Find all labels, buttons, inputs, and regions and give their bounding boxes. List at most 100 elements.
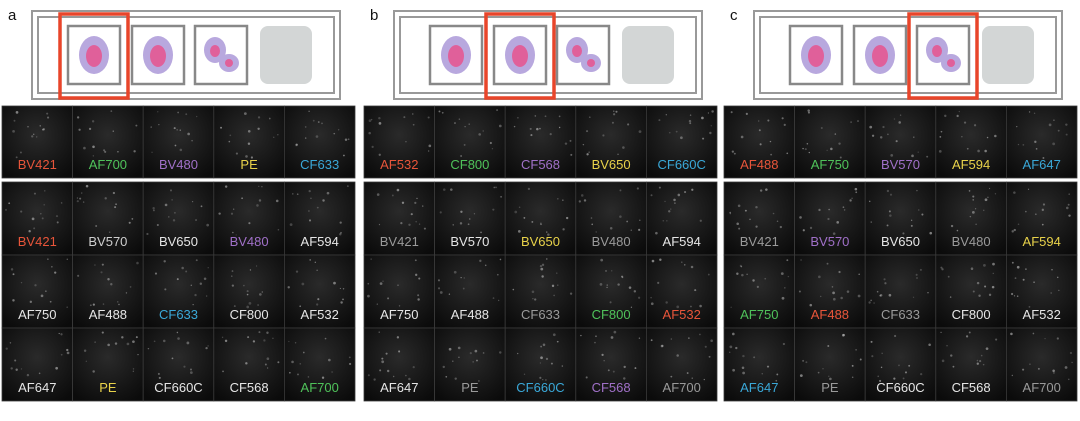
speckle [496, 273, 499, 276]
image-tile [213, 105, 285, 179]
image-tile [1, 105, 73, 179]
speckle [539, 362, 542, 364]
speckle [1069, 351, 1073, 355]
speckle [826, 149, 828, 152]
channel-label: AF750 [380, 307, 418, 322]
speckle [368, 119, 372, 123]
speckle [233, 305, 236, 308]
speckle [871, 134, 875, 137]
speckle [699, 333, 701, 336]
speckle [191, 201, 194, 203]
speckle [181, 266, 184, 270]
speckle [348, 356, 351, 359]
channel-label: PE [99, 380, 117, 395]
speckle [540, 267, 544, 271]
speckle [513, 125, 516, 128]
speckle [235, 234, 237, 236]
speckle [492, 297, 495, 299]
speckle [529, 127, 532, 130]
speckle [868, 301, 871, 304]
speckle [691, 377, 693, 379]
speckle [829, 377, 832, 381]
speckle [316, 303, 319, 306]
speckle [904, 371, 908, 374]
speckle [764, 277, 767, 280]
speckle [114, 342, 118, 345]
speckle [228, 140, 231, 143]
speckle [898, 121, 901, 124]
speckle [478, 133, 481, 136]
speckle [308, 219, 312, 222]
speckle [731, 150, 734, 153]
speckle [753, 356, 756, 359]
speckle [836, 221, 840, 224]
speckle [301, 282, 305, 286]
speckle [20, 210, 23, 213]
speckle [968, 331, 971, 334]
speckle [917, 151, 919, 153]
tissue-inner [512, 45, 528, 67]
speckle [828, 375, 830, 378]
speckle [686, 372, 689, 374]
tissue-inner [872, 45, 888, 67]
speckle [569, 292, 573, 295]
speckle [5, 208, 7, 211]
speckle [15, 368, 18, 371]
speckle [786, 152, 789, 155]
speckle [437, 287, 441, 290]
speckle [333, 281, 336, 285]
speckle [599, 283, 603, 286]
speckle [879, 293, 883, 297]
speckle [1050, 292, 1053, 294]
speckle [840, 296, 843, 300]
speckle [347, 185, 349, 187]
speckle [681, 261, 683, 263]
speckle [804, 148, 807, 151]
tissue-inner [225, 59, 233, 67]
speckle [988, 293, 992, 297]
speckle [972, 290, 975, 293]
speckle [460, 155, 462, 157]
channel-label: BV650 [881, 234, 920, 249]
speckle [136, 261, 139, 265]
speckle [541, 275, 544, 278]
speckle [805, 361, 808, 364]
speckle [851, 364, 854, 367]
speckle [147, 347, 150, 350]
speckle [843, 209, 846, 211]
speckle [787, 275, 790, 278]
speckle [55, 215, 59, 218]
speckle [307, 376, 310, 378]
speckle [704, 345, 707, 348]
speckle [257, 116, 261, 119]
speckle [956, 114, 959, 118]
image-tile [1006, 327, 1078, 402]
speckle [45, 290, 47, 292]
speckle [246, 290, 249, 293]
speckle [158, 376, 161, 379]
speckle [670, 208, 672, 210]
speckle [231, 270, 234, 272]
speckle [474, 349, 478, 353]
speckle [308, 110, 310, 112]
speckle [921, 213, 924, 216]
speckle [902, 377, 905, 380]
speckle [562, 199, 564, 201]
image-tile [363, 105, 435, 179]
speckle [1010, 292, 1014, 296]
speckle [400, 222, 403, 225]
speckle [243, 112, 247, 115]
speckle [78, 128, 81, 131]
speckle [442, 365, 445, 369]
speckle [344, 138, 348, 141]
channel-label: CF660C [154, 380, 202, 395]
channel-label: BV421 [380, 234, 419, 249]
speckle [54, 271, 57, 274]
speckle [189, 371, 193, 375]
speckle [464, 125, 466, 128]
speckle [33, 192, 36, 195]
speckle [450, 188, 453, 191]
channel-label: CF633 [521, 307, 560, 322]
speckle [33, 227, 36, 230]
speckle [531, 290, 535, 294]
